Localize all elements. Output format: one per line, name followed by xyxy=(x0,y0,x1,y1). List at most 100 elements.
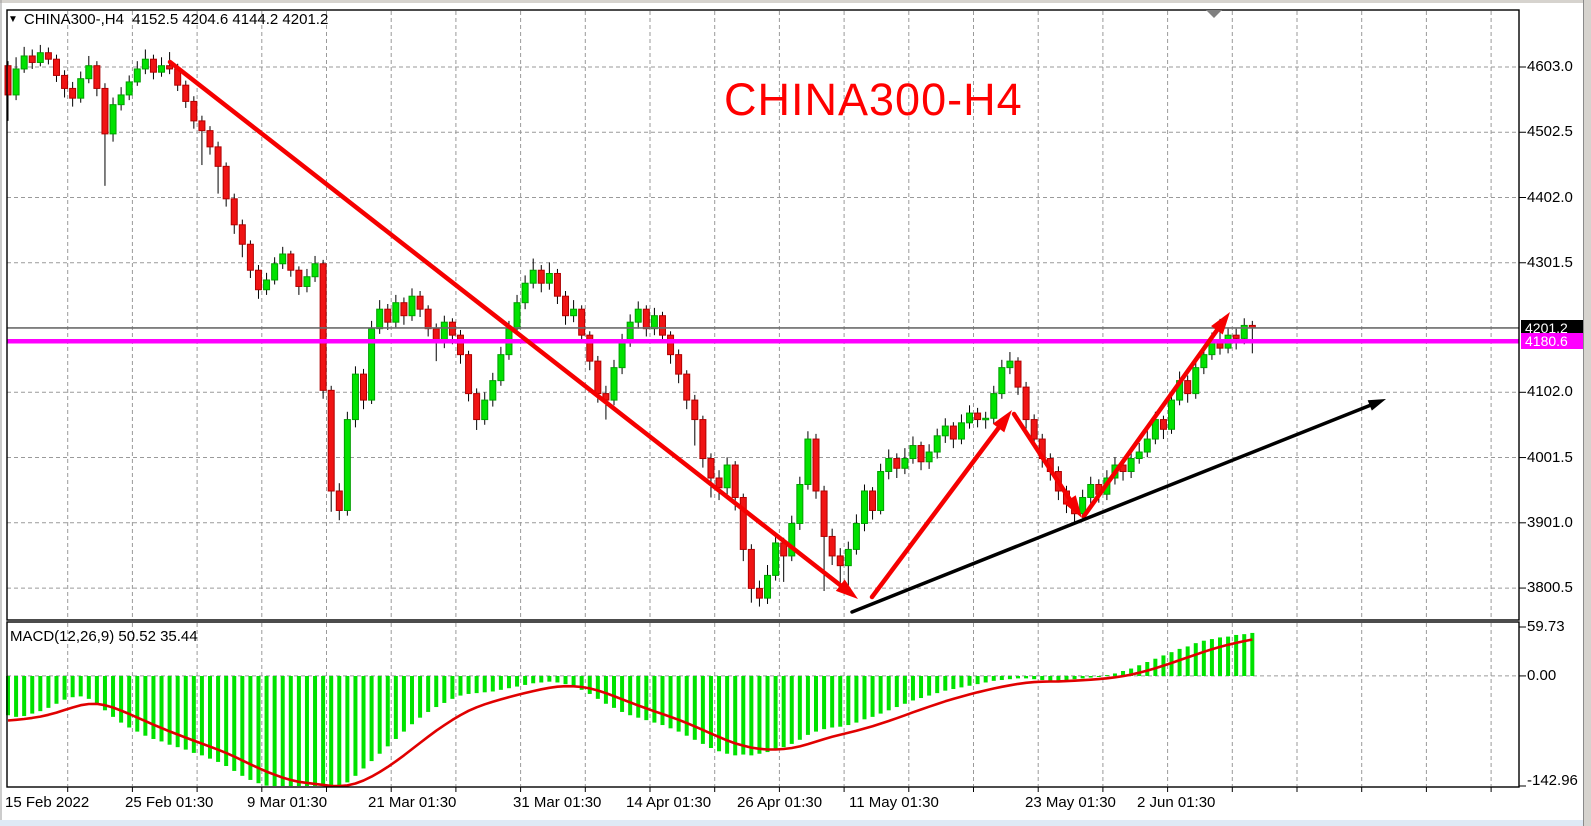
zigzag-up-1[interactable] xyxy=(869,424,1002,600)
candle-body xyxy=(36,52,44,63)
candle-body xyxy=(949,425,957,440)
macd-histogram-bar xyxy=(70,676,75,698)
macd-histogram-bar xyxy=(119,676,124,723)
macd-histogram-bar xyxy=(935,676,940,694)
candle-body xyxy=(804,438,812,485)
candle-body xyxy=(1127,458,1135,473)
macd-histogram-bar xyxy=(135,676,140,732)
macd-histogram-bar xyxy=(466,676,471,694)
macd-histogram-bar xyxy=(967,676,972,686)
macd-histogram-bar xyxy=(418,676,423,718)
macd-histogram-bar xyxy=(927,676,932,696)
candle-body xyxy=(901,458,909,469)
macd-histogram-bar xyxy=(1242,634,1247,676)
macd-indicator-label: MACD(12,26,9) 50.52 35.44 xyxy=(10,628,198,645)
macd-histogram-bar xyxy=(943,676,948,691)
candle-body xyxy=(1014,360,1022,388)
macd-histogram-bar xyxy=(773,676,778,750)
macd-tick-label: 0.00 xyxy=(1527,667,1557,684)
macd-histogram-bar xyxy=(814,676,818,732)
candle-body xyxy=(198,120,206,132)
zigzag-down-arrowhead xyxy=(1063,495,1082,518)
macd-histogram-bar xyxy=(102,676,107,711)
macd-histogram-bar xyxy=(1250,632,1255,676)
candle-body xyxy=(69,87,77,99)
candle-body xyxy=(990,393,998,419)
macd-histogram-bar xyxy=(700,676,705,744)
price-tick-label: 4603.0 xyxy=(1527,58,1573,75)
candle-body xyxy=(739,496,747,550)
candle-body xyxy=(465,354,473,395)
macd-histogram-bar xyxy=(256,676,261,784)
candle-body xyxy=(497,354,505,382)
candle-body xyxy=(1232,334,1240,339)
candle-body xyxy=(424,308,432,330)
date-tick-label: 21 Mar 01:30 xyxy=(368,794,457,811)
macd-histogram-bar xyxy=(644,676,649,721)
candle-body xyxy=(166,65,174,70)
macd-histogram-bar xyxy=(910,676,915,701)
window-scrollbar[interactable] xyxy=(1583,0,1591,826)
symbol-dropdown-icon[interactable]: ▼ xyxy=(8,14,18,25)
candle-body xyxy=(141,58,149,70)
date-tick-label: 25 Feb 01:30 xyxy=(125,794,214,811)
zigzag-down[interactable] xyxy=(1011,411,1074,504)
macd-histogram-bar xyxy=(1064,676,1069,681)
support-trendline[interactable] xyxy=(850,402,1374,614)
macd-histogram-bar xyxy=(555,676,560,683)
macd-histogram-bar xyxy=(595,676,600,699)
candle-body xyxy=(844,548,852,567)
candle-body xyxy=(61,74,69,89)
macd-histogram-bar xyxy=(765,676,770,753)
macd-histogram-bar xyxy=(676,676,681,732)
zigzag-up-2[interactable] xyxy=(1081,326,1221,519)
macd-histogram-bar xyxy=(620,676,625,712)
macd-histogram-bar xyxy=(757,676,762,754)
macd-histogram-bar xyxy=(571,676,576,687)
macd-histogram-bar xyxy=(353,676,358,776)
macd-histogram-bar xyxy=(361,676,366,769)
macd-histogram-bar xyxy=(232,676,237,771)
macd-histogram-bar xyxy=(46,676,51,708)
macd-histogram-bar xyxy=(127,676,132,728)
chart-shift-marker[interactable] xyxy=(1206,10,1222,18)
macd-histogram-bar xyxy=(1016,676,1020,679)
macd-histogram-bar xyxy=(216,676,221,762)
candle-body xyxy=(562,295,570,317)
candle-body xyxy=(190,100,198,122)
macd-histogram-bar xyxy=(563,676,568,685)
macd-histogram-bar xyxy=(385,676,390,747)
window-top-edge xyxy=(0,0,1591,3)
window-bottom-edge xyxy=(0,820,1583,826)
price-tick-label: 4001.5 xyxy=(1527,448,1573,466)
macd-histogram-bar xyxy=(652,676,657,723)
candle-body xyxy=(408,295,416,317)
candle-body xyxy=(327,389,335,492)
candle-body xyxy=(246,243,254,271)
candle-body xyxy=(941,425,949,437)
macd-histogram-bar xyxy=(329,676,334,786)
macd-histogram-bar xyxy=(1121,671,1126,676)
macd-histogram-bar xyxy=(1185,646,1190,676)
macd-histogram-bar xyxy=(30,676,35,714)
downtrend-arrow[interactable] xyxy=(167,59,845,589)
candle-body xyxy=(998,367,1006,395)
candle-body xyxy=(683,373,691,401)
candle-body xyxy=(4,65,12,96)
candle-body xyxy=(893,458,901,469)
macd-histogram-bar xyxy=(523,676,528,685)
candle-body xyxy=(586,334,594,362)
candle-body xyxy=(101,87,109,135)
macd-histogram-bar xyxy=(248,676,253,780)
macd-histogram-bar xyxy=(1137,665,1142,676)
candle-body xyxy=(610,367,618,401)
candle-body xyxy=(642,308,650,330)
macd-histogram-bar xyxy=(1201,640,1206,676)
macd-histogram-bar xyxy=(531,676,536,684)
macd-histogram-bar xyxy=(1104,675,1109,677)
candle-body xyxy=(731,464,739,498)
macd-histogram-bar xyxy=(862,676,867,720)
candle-body xyxy=(974,412,982,421)
macd-histogram-bar xyxy=(1040,676,1045,681)
